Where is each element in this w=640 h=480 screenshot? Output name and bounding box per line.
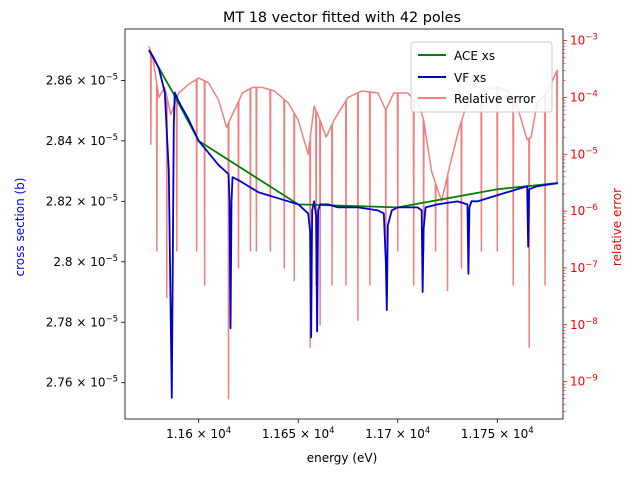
legend-label-ace-xs: ACE xs — [454, 49, 495, 63]
right-y-axis-ticks: 10−310−410−510−610−710−810−9 — [563, 33, 598, 412]
x-tick-label: 1.175 × 104 — [461, 426, 534, 441]
left-y-tick-label: 2.84 × 10−5 — [46, 133, 118, 148]
right-y-axis-label: relative error — [610, 188, 624, 266]
left-y-tick-label: 2.76 × 10−5 — [46, 375, 118, 390]
legend-label-relative-error: Relative error — [454, 92, 535, 106]
left-y-tick-label: 2.78 × 10−5 — [46, 314, 118, 329]
x-tick-label: 1.16 × 104 — [166, 426, 231, 441]
x-tick-label: 1.165 × 104 — [262, 426, 335, 441]
left-y-axis-ticks: 2.86 × 10−5 2.84 × 10−5 2.82 × 10−5 2.8 × 1… — [46, 72, 125, 390]
legend-label-vf-xs: VF xs — [454, 71, 486, 85]
legend-box — [410, 41, 553, 113]
series-vf-xs — [148, 49, 559, 399]
left-y-tick-label: 2.82 × 10−5 — [46, 193, 118, 208]
chart-title: MT 18 vector fitted with 42 poles — [223, 10, 461, 26]
left-y-axis-label: cross section (b) — [13, 178, 27, 277]
x-axis-label: energy (eV) — [307, 451, 378, 465]
left-y-tick-label: 2.8 × 10−5 — [53, 254, 118, 269]
left-y-tick-label: 2.86 × 10−5 — [46, 72, 118, 87]
x-axis-ticks: 1.16 × 104 1.165 × 104 1.17 × 104 1.175 × 1… — [166, 419, 534, 441]
legend: ACE xs VF xs Relative error — [410, 41, 553, 113]
x-tick-label: 1.17 × 104 — [365, 426, 430, 441]
